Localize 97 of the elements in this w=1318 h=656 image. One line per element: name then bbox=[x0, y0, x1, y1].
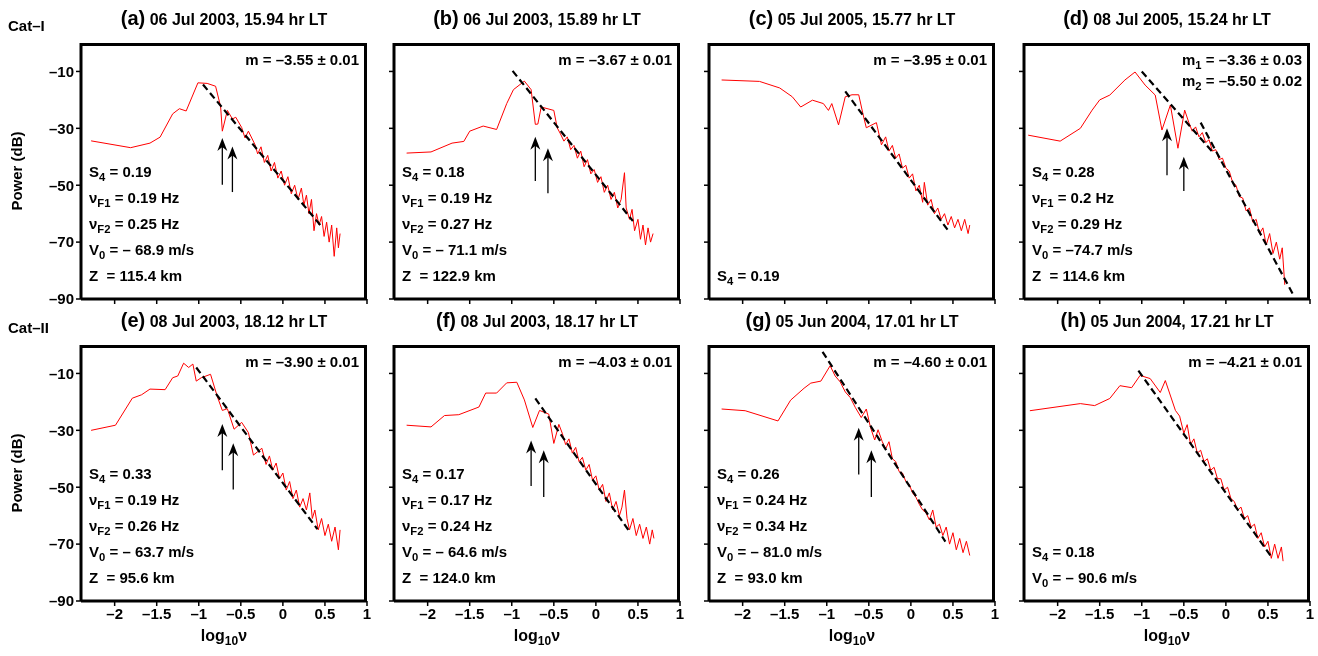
annotation: S$_{4}$ = 0.26 bbox=[717, 463, 781, 487]
text: Cat–I bbox=[8, 17, 45, 34]
annotation: m = –4.60 ± 0.01 bbox=[873, 351, 987, 372]
x-tick-label: –1.5 bbox=[1085, 604, 1115, 622]
annotation: S$_{4}$ = 0.19 bbox=[717, 266, 780, 289]
y-tick-label: –70 bbox=[48, 534, 74, 552]
annotation: m$_{1}$ = –3.36 ± 0.03 bbox=[1181, 50, 1302, 71]
annotation: ν$_{F1}$ = 0.2 Hz bbox=[1032, 188, 1115, 211]
x-tick-label: 0.5 bbox=[1257, 604, 1279, 622]
annotation: S$_{4}$ = 0.18 bbox=[1032, 541, 1096, 565]
x-axis-title: log$_{10}$ν bbox=[827, 626, 877, 648]
y-tick-label: –50 bbox=[48, 176, 74, 194]
annotation: m = –3.55 ± 0.01 bbox=[245, 50, 359, 70]
annotation: m = –4.21 ± 0.01 bbox=[1188, 351, 1302, 372]
annotation: m$_{2}$ = –5.50 ± 0.02 bbox=[1181, 71, 1302, 92]
annotation: m = –4.03 ± 0.01 bbox=[558, 351, 672, 372]
x-tick-label: 0.5 bbox=[314, 604, 336, 622]
y-tick-label: –70 bbox=[48, 233, 74, 251]
annotation: Z = 115.4 km bbox=[89, 266, 183, 286]
x-tick-label: 1 bbox=[990, 604, 1000, 622]
y-tick-label: –30 bbox=[48, 421, 74, 439]
x-tick-label: 0.5 bbox=[627, 604, 649, 622]
annotation: S$_{4}$ = 0.17 bbox=[402, 463, 466, 487]
x-tick-label: –2 bbox=[419, 604, 436, 622]
x-axis-title: log$_{10}$ν bbox=[512, 626, 562, 648]
x-tick-label: 0 bbox=[1221, 604, 1231, 622]
annotation: V$_{0}$ = – 81.0 m/s bbox=[717, 541, 823, 565]
y-tick-label: –30 bbox=[48, 119, 74, 137]
x-tick-label: 0 bbox=[591, 604, 601, 622]
annotation: Z = 114.6 km bbox=[1032, 266, 1126, 286]
annotation: V$_{0}$ = –74.7 m/s bbox=[1032, 240, 1133, 263]
x-tick-label: –1 bbox=[1133, 604, 1151, 622]
chart-title: (a) 06 Jul 2003, 15.94 hr LT bbox=[120, 7, 328, 29]
x-tick-label: 1 bbox=[1305, 604, 1315, 622]
x-tick-label: –2 bbox=[734, 604, 751, 622]
annotation: Z = 122.9 km bbox=[402, 266, 497, 286]
x-tick-label: –1.5 bbox=[455, 604, 485, 622]
line-series bbox=[90, 82, 341, 257]
annotation: V$_{0}$ = – 90.6 m/s bbox=[1032, 567, 1138, 591]
annotation: m = –3.67 ± 0.01 bbox=[558, 50, 672, 70]
annotation: V$_{0}$ = – 71.1 m/s bbox=[402, 240, 508, 263]
annotation: ν$_{F2}$ = 0.27 Hz bbox=[402, 214, 494, 237]
annotation: V$_{0}$ = – 63.7 m/s bbox=[89, 541, 195, 565]
x-tick-label: –2 bbox=[106, 604, 123, 622]
annotation: V$_{0}$ = – 64.6 m/s bbox=[402, 541, 508, 565]
text: Cat–II bbox=[8, 318, 49, 336]
annotation: Z = 95.6 km bbox=[89, 567, 176, 588]
annotation: ν$_{F1}$ = 0.24 Hz bbox=[717, 489, 809, 513]
x-tick-label: –1 bbox=[190, 604, 208, 622]
chart-title: (d) 08 Jul 2005, 15.24 hr LT bbox=[1063, 7, 1271, 29]
chart-title: (b) 06 Jul 2003, 15.89 hr LT bbox=[433, 7, 641, 29]
x-tick-label: –0.5 bbox=[539, 604, 569, 622]
x-tick-label: –0.5 bbox=[226, 604, 256, 622]
annotation: ν$_{F2}$ = 0.26 Hz bbox=[89, 515, 181, 539]
x-tick-label: –1.5 bbox=[770, 604, 800, 622]
annotation: ν$_{F2}$ = 0.34 Hz bbox=[717, 515, 809, 539]
chart-title: (c) 05 Jul 2005, 15.77 hr LT bbox=[748, 7, 956, 29]
annotation: Z = 124.0 km bbox=[402, 567, 497, 588]
y-axis-title: Power (dB) bbox=[7, 432, 25, 513]
x-tick-label: 0 bbox=[906, 604, 916, 622]
annotation: m = –3.95 ± 0.01 bbox=[873, 50, 987, 70]
y-tick-label: –50 bbox=[48, 478, 74, 496]
x-tick-label: 1 bbox=[362, 604, 372, 622]
annotation: V$_{0}$ = – 68.9 m/s bbox=[89, 240, 195, 263]
annotation: S$_{4}$ = 0.18 bbox=[402, 162, 466, 185]
x-tick-label: 1 bbox=[675, 604, 685, 622]
x-tick-label: –1.5 bbox=[142, 604, 172, 622]
annotation: ν$_{F1}$ = 0.19 Hz bbox=[89, 489, 181, 513]
x-tick-label: –1 bbox=[818, 604, 836, 622]
annotation: S$_{4}$ = 0.28 bbox=[1032, 162, 1096, 185]
annotation: ν$_{F2}$ = 0.25 Hz bbox=[89, 214, 181, 237]
y-tick-label: –90 bbox=[48, 591, 74, 609]
annotation: ν$_{F2}$ = 0.29 Hz bbox=[1032, 214, 1124, 237]
x-tick-label: –0.5 bbox=[1169, 604, 1199, 622]
annotation: ν$_{F1}$ = 0.19 Hz bbox=[89, 188, 181, 211]
annotation: S$_{4}$ = 0.19 bbox=[89, 162, 153, 185]
x-tick-label: –1 bbox=[503, 604, 521, 622]
x-axis-title: log$_{10}$ν bbox=[1142, 626, 1192, 648]
y-axis-title: Power (dB) bbox=[7, 131, 25, 211]
chart-title: (f) 08 Jul 2003, 18.17 hr LT bbox=[435, 308, 638, 331]
chart-title: (g) 05 Jun 2004, 17.01 hr LT bbox=[745, 308, 959, 331]
annotation: Z = 93.0 km bbox=[717, 567, 804, 588]
x-axis-title: log$_{10}$ν bbox=[199, 626, 249, 648]
y-tick-label: –10 bbox=[48, 62, 74, 80]
chart-title: (e) 08 Jul 2003, 18.12 hr LT bbox=[120, 308, 328, 331]
chart-title: (h) 05 Jun 2004, 17.21 hr LT bbox=[1060, 308, 1274, 331]
x-tick-label: –0.5 bbox=[854, 604, 884, 622]
annotation: ν$_{F1}$ = 0.17 Hz bbox=[402, 489, 494, 513]
y-tick-label: –10 bbox=[48, 364, 74, 382]
y-tick-label: –90 bbox=[48, 290, 74, 308]
annotation: ν$_{F1}$ = 0.19 Hz bbox=[402, 188, 494, 211]
x-tick-label: 0 bbox=[278, 604, 288, 622]
x-tick-label: –2 bbox=[1049, 604, 1066, 622]
annotation: m = –3.90 ± 0.01 bbox=[245, 351, 359, 372]
annotation: S$_{4}$ = 0.33 bbox=[89, 463, 153, 487]
x-tick-label: 0.5 bbox=[942, 604, 964, 622]
annotation: ν$_{F2}$ = 0.24 Hz bbox=[402, 515, 494, 539]
